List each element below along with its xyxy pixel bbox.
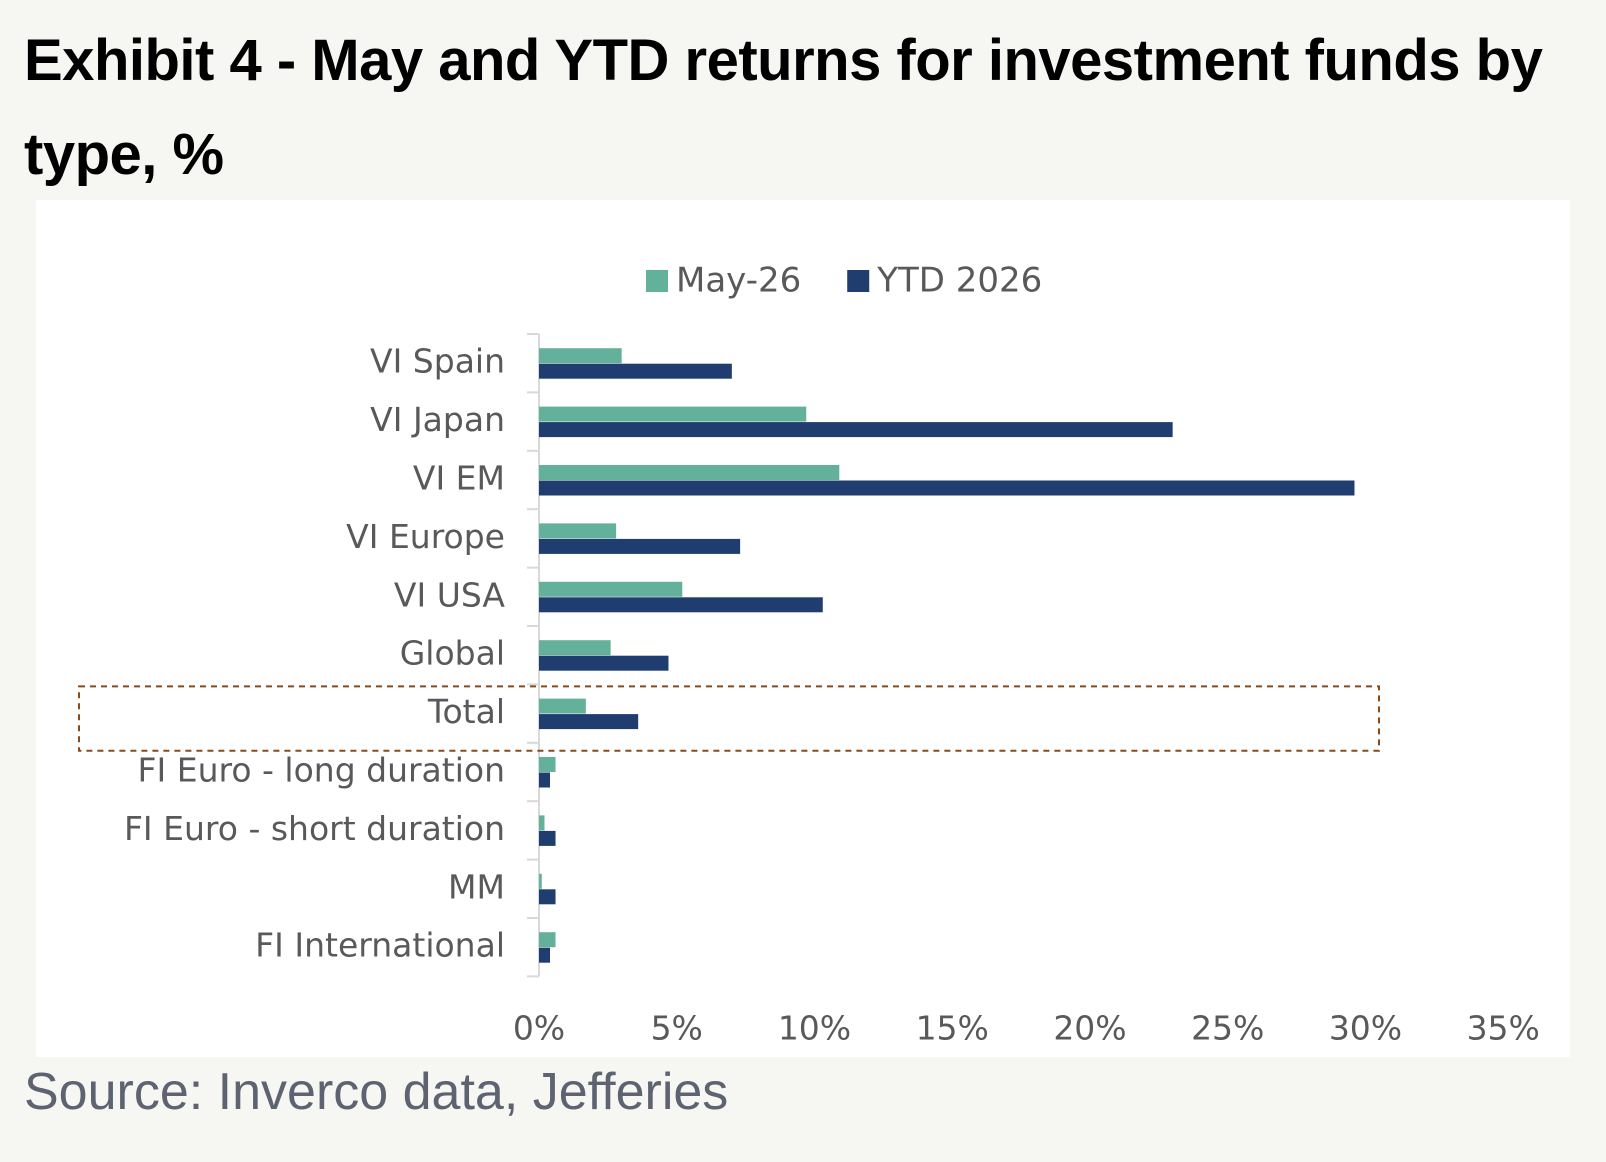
bar	[539, 523, 617, 539]
bar	[539, 597, 823, 613]
bar	[539, 698, 586, 714]
bar	[539, 406, 807, 422]
bar	[539, 772, 551, 788]
bar	[539, 932, 556, 948]
y-tick-label: VI USA	[394, 575, 506, 614]
y-tick-label: VI EM	[413, 459, 505, 498]
chart-title: Exhibit 4 - May and YTD returns for inve…	[24, 28, 1543, 187]
y-tick-label: MM	[448, 867, 505, 906]
y-tick-label: FI Euro - short duration	[124, 809, 505, 848]
x-tick-label: 0%	[513, 1009, 565, 1048]
y-tick-label: VI Spain	[370, 342, 505, 381]
source-note: Source: Inverco data, Jefferies	[24, 1063, 729, 1121]
x-tick-label: 30%	[1329, 1009, 1402, 1048]
legend-swatch	[847, 270, 870, 292]
x-tick-label: 10%	[778, 1009, 851, 1048]
bar	[539, 581, 683, 597]
bar	[539, 947, 551, 963]
x-tick-label: 15%	[916, 1009, 989, 1048]
bar	[539, 348, 622, 364]
bar	[539, 830, 556, 846]
x-tick-label: 20%	[1053, 1009, 1126, 1048]
bar	[539, 538, 741, 554]
bar	[539, 465, 840, 480]
y-tick-label: VI Europe	[346, 517, 505, 556]
chart: 0% 5% 10% 15% 20% 25% 30% 35% VI Spain VI Japan VI…	[36, 200, 1570, 1057]
bar	[539, 363, 732, 379]
bar	[539, 815, 545, 831]
x-tick-label: 25%	[1191, 1009, 1264, 1048]
y-tick-label: Total	[427, 692, 505, 731]
bar	[539, 714, 639, 730]
x-tick-label: 5%	[651, 1009, 703, 1048]
y-tick-label: FI Euro - long duration	[138, 751, 505, 790]
bar	[539, 422, 1173, 438]
bar	[539, 640, 611, 656]
bar	[539, 757, 556, 772]
highlight-box	[78, 685, 1380, 752]
legend-label: May-26	[676, 261, 801, 301]
bar	[539, 873, 542, 889]
bar	[539, 480, 1355, 496]
legend-label: YTD 2026	[876, 261, 1042, 301]
y-tick-label: FI International	[255, 926, 505, 965]
y-tick-label: Global	[400, 634, 505, 673]
plot-panel	[36, 200, 1570, 1057]
legend-swatch	[646, 270, 668, 292]
bar	[539, 889, 556, 905]
x-tick-label: 35%	[1467, 1009, 1540, 1048]
bar	[539, 655, 669, 671]
y-tick-label: VI Japan	[370, 400, 505, 439]
